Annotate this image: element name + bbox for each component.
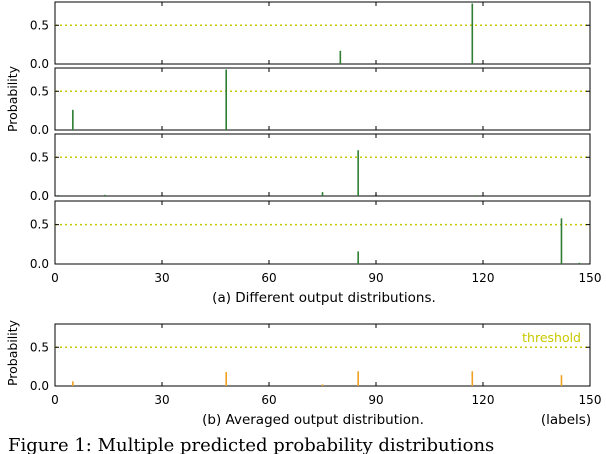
x-tick-label-a4-2: 60 [261,271,276,285]
panel-a3: 0.0 0.5 [30,133,591,203]
y-tick-label-b-0: 0.0 [30,379,49,393]
caption-a: (a) Different output distributions. [212,290,436,306]
x-tick-label-b-3: 90 [368,393,383,407]
x-tick-label-b-2: 60 [261,393,276,407]
axes-frame-a3 [54,133,591,197]
x-tick-label-a4-5: 150 [579,271,602,285]
axes-frame-a2 [54,67,591,131]
x-tick-label-a4-0: 0 [51,271,59,285]
y-tick-label-a1-0: 0.0 [30,57,49,71]
axes-frame-b [54,323,591,387]
x-tick-label-b-1: 30 [154,393,169,407]
y-tick-label-a1-1: 0.5 [30,18,49,32]
axes-frame-a4 [54,200,591,265]
figure-caption: Figure 1: Multiple predicted probability… [8,435,494,454]
y-tick-label-a2-0: 0.0 [30,123,49,137]
y-tick-label-a4-1: 0.5 [30,218,49,232]
y-tick-label-a3-1: 0.5 [30,150,49,164]
y-tick-label-b-1: 0.5 [30,340,49,354]
y-tick-label-a4-0: 0.0 [30,257,49,271]
x-axis-label-labels: (labels) [541,412,591,428]
x-tick-label-a4-4: 120 [472,271,495,285]
x-tick-label-a4-1: 30 [154,271,169,285]
caption-b: (b) Averaged output distribution. [202,412,424,428]
y-axis-label-bottom: Probability [5,319,20,386]
y-tick-label-a2-1: 0.5 [30,84,49,98]
threshold-legend-label: threshold [522,330,581,345]
panel-a4: 0.0 0.5 0 30 60 90 120 150 [30,200,602,285]
panels-layer: 0.00.50.00.50.00.50.00.50 30 60 90 120 1500.0… [30,1,602,407]
x-tick-label-a4-3: 90 [368,271,383,285]
panel-a2: 0.0 0.5 [30,67,591,137]
panel-b: 0.0 0.5 0 30 60 90 120 150 threshold [30,323,602,407]
x-tick-label-b-4: 120 [472,393,495,407]
x-tick-label-b-0: 0 [51,393,59,407]
x-tick-label-b-5: 150 [579,393,602,407]
y-tick-label-a3-0: 0.0 [30,189,49,203]
y-axis-label-top: Probability [5,65,20,132]
axes-frame-a1 [54,1,591,65]
panel-a1: 0.0 0.5 [30,1,591,71]
